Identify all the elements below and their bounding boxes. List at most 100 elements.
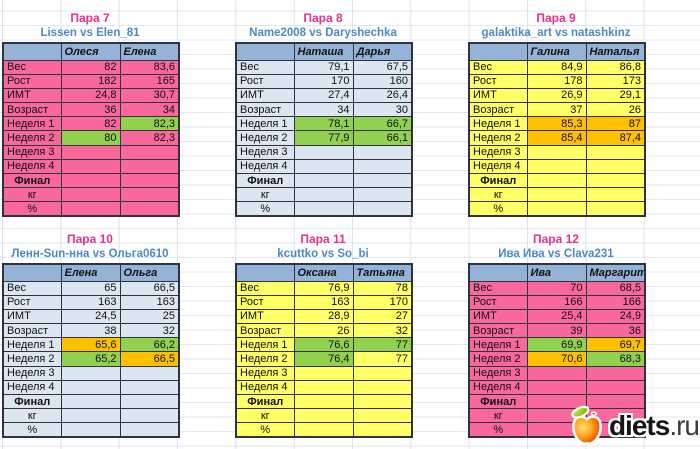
row-label[interactable]: ИМТ (2, 308, 62, 325)
cell-value[interactable]: 84,9 (526, 59, 587, 75)
row-label[interactable]: Неделя 1 (2, 337, 62, 353)
player-name[interactable]: Оксана (293, 263, 354, 282)
player-name[interactable]: Дарья (352, 42, 413, 61)
cell-value[interactable]: 77 (352, 337, 413, 353)
cell-value[interactable]: 70 (526, 280, 587, 296)
row-label[interactable]: % (235, 422, 295, 438)
player-name[interactable]: Елена (60, 263, 121, 282)
row-label[interactable]: Неделя 2 (468, 351, 528, 367)
player-name[interactable]: Елена (119, 42, 180, 61)
row-label[interactable]: Неделя 1 (2, 116, 62, 132)
cell-value[interactable]: 36 (60, 102, 121, 118)
row-label[interactable]: кг (2, 187, 62, 203)
row-label[interactable]: Возраст (468, 102, 528, 118)
corner-cell[interactable] (2, 263, 62, 282)
corner-cell[interactable] (468, 263, 528, 282)
cell-value[interactable]: 163 (60, 294, 121, 310)
cell-value[interactable] (119, 422, 180, 438)
cell-value[interactable] (585, 201, 646, 217)
cell-value[interactable]: 24,9 (585, 308, 646, 325)
cell-value[interactable] (60, 408, 121, 424)
cell-value[interactable]: 87,4 (585, 130, 646, 146)
row-label[interactable]: Неделя 4 (235, 158, 295, 175)
row-label[interactable]: Возраст (235, 323, 295, 339)
row-label[interactable]: Финал (2, 172, 62, 189)
cell-value[interactable]: 26,9 (526, 87, 587, 104)
row-label[interactable]: Рост (468, 294, 528, 310)
row-label[interactable]: Рост (235, 73, 295, 89)
row-label[interactable]: Рост (2, 294, 62, 310)
row-label[interactable]: Возраст (468, 323, 528, 339)
cell-value[interactable] (293, 408, 354, 424)
cell-value[interactable] (293, 158, 354, 175)
row-label[interactable]: Неделя 2 (235, 351, 295, 367)
corner-cell[interactable] (2, 42, 62, 61)
row-label[interactable]: ИМТ (2, 87, 62, 104)
cell-value[interactable]: 34 (293, 102, 354, 118)
cell-value[interactable]: 65,2 (60, 351, 121, 367)
row-label[interactable]: кг (2, 408, 62, 424)
cell-value[interactable] (293, 365, 354, 381)
player-name[interactable]: Наташа (293, 42, 354, 61)
cell-value[interactable]: 68,3 (585, 351, 646, 367)
cell-value[interactable]: 87 (585, 116, 646, 132)
cell-value[interactable]: 86,8 (585, 59, 646, 75)
cell-value[interactable] (293, 144, 354, 160)
corner-cell[interactable] (235, 263, 295, 282)
cell-value[interactable]: 24,8 (60, 87, 121, 104)
cell-value[interactable]: 170 (352, 294, 413, 310)
row-label[interactable]: Вес (235, 59, 295, 75)
cell-value[interactable]: 85,4 (526, 130, 587, 146)
cell-value[interactable]: 66,5 (119, 280, 180, 296)
cell-value[interactable] (119, 187, 180, 203)
row-label[interactable]: ИМТ (468, 87, 528, 104)
cell-value[interactable]: 27 (352, 308, 413, 325)
cell-value[interactable]: 26 (293, 323, 354, 339)
cell-value[interactable] (119, 379, 180, 396)
cell-value[interactable]: 82,3 (119, 116, 180, 132)
diets-ru-logo[interactable]: diets.ru (566, 405, 700, 447)
row-label[interactable]: кг (235, 408, 295, 424)
cell-value[interactable] (293, 422, 354, 438)
row-label[interactable]: ИМТ (235, 308, 295, 325)
row-label[interactable]: кг (468, 187, 528, 203)
cell-value[interactable]: 66,5 (119, 351, 180, 367)
row-label[interactable]: Неделя 3 (468, 144, 528, 160)
cell-value[interactable]: 76,4 (293, 351, 354, 367)
cell-value[interactable] (293, 172, 354, 189)
cell-value[interactable]: 66,2 (119, 337, 180, 353)
player-name[interactable]: Ольга (119, 263, 180, 282)
cell-value[interactable]: 30 (352, 102, 413, 118)
cell-value[interactable] (352, 393, 413, 410)
player-name[interactable]: Наталья (585, 42, 646, 61)
cell-value[interactable] (60, 379, 121, 396)
cell-value[interactable]: 25,4 (526, 308, 587, 325)
cell-value[interactable] (119, 201, 180, 217)
row-label[interactable]: кг (235, 187, 295, 203)
row-label[interactable]: Неделя 3 (235, 144, 295, 160)
cell-value[interactable] (352, 158, 413, 175)
cell-value[interactable] (119, 408, 180, 424)
cell-value[interactable] (119, 393, 180, 410)
corner-cell[interactable] (468, 42, 528, 61)
row-label[interactable]: Неделя 3 (235, 365, 295, 381)
row-label[interactable]: Вес (468, 280, 528, 296)
cell-value[interactable]: 38 (60, 323, 121, 339)
cell-value[interactable]: 26 (585, 102, 646, 118)
row-label[interactable]: % (2, 422, 62, 438)
row-label[interactable]: Финал (468, 172, 528, 189)
cell-value[interactable] (526, 144, 587, 160)
cell-value[interactable] (60, 172, 121, 189)
row-label[interactable]: ИМТ (235, 87, 295, 104)
row-label[interactable]: Неделя 1 (468, 337, 528, 353)
cell-value[interactable] (293, 187, 354, 203)
cell-value[interactable] (293, 201, 354, 217)
cell-value[interactable]: 82,3 (119, 130, 180, 146)
row-label[interactable]: Неделя 4 (235, 379, 295, 396)
cell-value[interactable]: 70,6 (526, 351, 587, 367)
cell-value[interactable] (352, 144, 413, 160)
cell-value[interactable] (585, 144, 646, 160)
cell-value[interactable]: 173 (585, 73, 646, 89)
row-label[interactable]: Финал (2, 393, 62, 410)
cell-value[interactable]: 30,7 (119, 87, 180, 104)
